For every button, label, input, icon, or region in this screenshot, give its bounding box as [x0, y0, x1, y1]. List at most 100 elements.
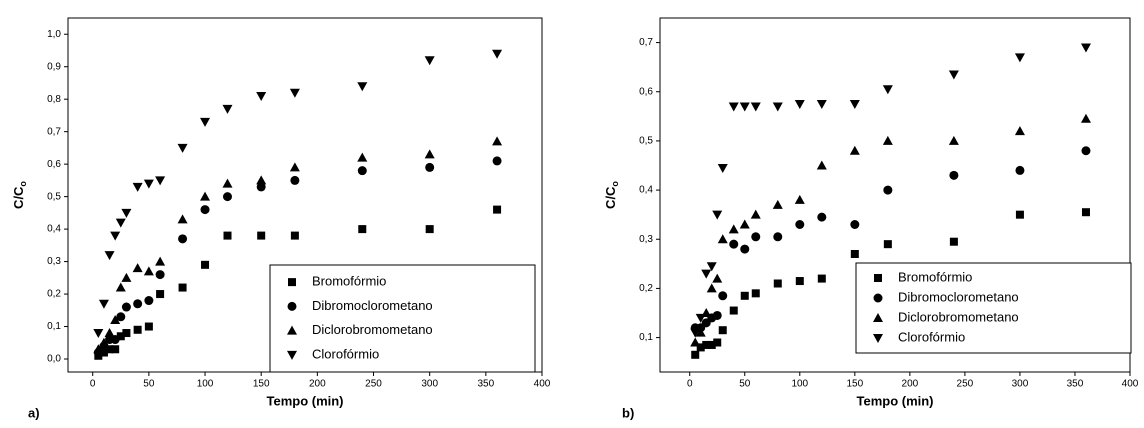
marker: [290, 175, 300, 185]
y-tick-label: 0,1: [47, 321, 61, 332]
x-axis-title: Tempo (min): [856, 393, 933, 408]
marker: [200, 191, 211, 201]
marker: [121, 272, 132, 282]
y-tick-label: 0,7: [47, 126, 61, 137]
y-tick-label: 0,5: [47, 191, 61, 202]
marker: [794, 100, 805, 110]
marker: [949, 170, 959, 180]
y-tick-label: 0,6: [639, 86, 653, 97]
marker: [849, 145, 860, 155]
marker: [1015, 165, 1025, 175]
marker: [425, 162, 435, 172]
marker: [696, 343, 705, 352]
marker: [287, 325, 297, 335]
marker: [201, 260, 210, 269]
plot-frame: [659, 17, 1131, 373]
y-tick-label: 0,3: [639, 234, 653, 245]
marker: [883, 240, 892, 249]
marker: [772, 199, 783, 209]
marker: [200, 205, 210, 215]
marker: [287, 301, 297, 311]
y-axis-title: C/Co: [11, 181, 28, 209]
marker: [873, 293, 883, 303]
marker: [492, 156, 502, 166]
y-tick-label: 0,7: [639, 37, 653, 48]
panel-label: a): [28, 405, 40, 420]
marker: [110, 315, 121, 325]
marker: [739, 102, 750, 112]
marker: [289, 162, 300, 172]
marker: [948, 70, 959, 80]
marker: [707, 340, 716, 349]
marker: [1080, 113, 1091, 123]
marker: [750, 102, 761, 112]
marker: [99, 348, 108, 357]
marker: [357, 82, 368, 92]
marker: [133, 325, 142, 334]
marker: [98, 299, 109, 309]
y-tick-label: 0,6: [47, 159, 61, 170]
legend-label: Bromofórmio: [312, 274, 386, 289]
marker: [133, 299, 143, 309]
marker: [772, 102, 783, 112]
marker: [695, 327, 706, 337]
marker: [739, 219, 750, 229]
x-tick-label: 200: [309, 379, 326, 390]
marker: [492, 136, 503, 146]
marker: [882, 135, 893, 145]
marker: [177, 143, 188, 153]
x-tick-label: 400: [534, 379, 551, 390]
x-tick-label: 250: [957, 379, 974, 390]
marker: [717, 234, 728, 244]
marker: [115, 282, 126, 292]
legend-label: Dibromoclorometano: [898, 289, 1019, 304]
x-tick-label: 150: [253, 379, 270, 390]
y-tick-label: 0,3: [47, 256, 61, 267]
marker: [122, 329, 131, 338]
marker: [717, 163, 728, 173]
x-tick-label: 0: [90, 379, 96, 390]
marker: [816, 100, 827, 110]
marker: [690, 328, 701, 338]
y-tick-label: 0,2: [639, 283, 653, 294]
y-axis-title-subscript: o: [18, 181, 28, 187]
legend-label: Diclorobromometano: [312, 322, 433, 337]
x-tick-label: 50: [739, 379, 751, 390]
marker: [706, 283, 717, 293]
marker: [882, 85, 893, 95]
legend-label: Clorofórmio: [898, 329, 965, 344]
x-tick-label: 400: [1122, 379, 1139, 390]
marker: [948, 135, 959, 145]
x-tick-label: 100: [791, 379, 808, 390]
marker: [200, 117, 211, 127]
marker: [178, 283, 187, 292]
marker: [794, 194, 805, 204]
x-tick-label: 0: [687, 379, 693, 390]
marker: [729, 306, 738, 315]
marker: [290, 231, 299, 240]
marker: [701, 269, 712, 279]
marker: [105, 345, 114, 354]
marker: [256, 175, 267, 185]
marker: [729, 239, 739, 249]
y-tick-label: 0,2: [47, 289, 61, 300]
y-tick-label: 0,1: [639, 332, 653, 343]
marker: [1081, 146, 1091, 156]
y-tick-label: 0,5: [639, 136, 653, 147]
legend-box: [269, 264, 536, 373]
marker: [873, 313, 883, 322]
marker: [949, 237, 958, 246]
x-tick-label: 300: [1012, 379, 1029, 390]
marker: [143, 179, 154, 189]
marker: [728, 102, 739, 112]
marker: [288, 278, 296, 287]
marker: [1014, 126, 1025, 136]
marker: [155, 256, 166, 266]
marker: [713, 338, 722, 347]
marker: [817, 212, 827, 222]
marker: [424, 56, 435, 66]
marker: [121, 302, 131, 312]
marker: [116, 312, 126, 322]
marker: [751, 289, 760, 298]
marker: [702, 340, 711, 349]
